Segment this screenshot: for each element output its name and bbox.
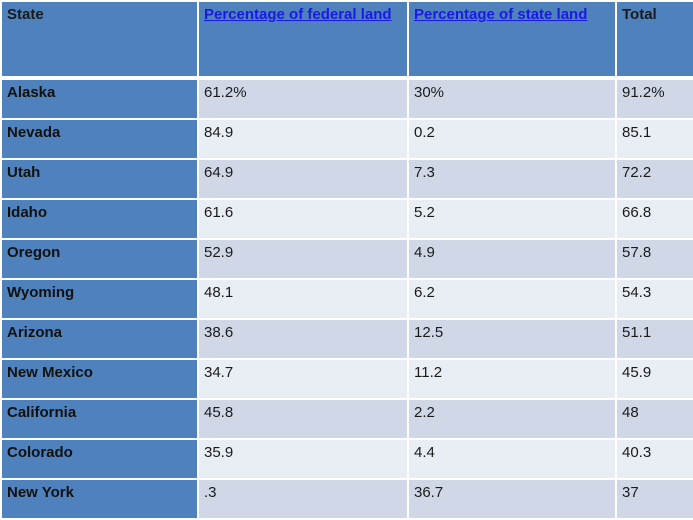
state-land-cell: 6.2 — [407, 278, 617, 320]
header-state: State — [0, 0, 199, 79]
federal-land-link[interactable]: Percentage of federal land — [204, 6, 392, 23]
state-cell: California — [0, 398, 199, 440]
total-cell: 85.1 — [615, 118, 693, 160]
state-cell: Idaho — [0, 198, 199, 240]
state-cell: Alaska — [0, 77, 199, 120]
total-cell: 57.8 — [615, 238, 693, 280]
state-land-cell: 4.4 — [407, 438, 617, 480]
state-cell: Wyoming — [0, 278, 199, 320]
federal-cell: 61.6 — [197, 198, 409, 240]
state-cell: New York — [0, 478, 199, 520]
federal-cell: 52.9 — [197, 238, 409, 280]
table-row: Wyoming 48.1 6.2 54.3 — [0, 278, 693, 320]
table-row: Idaho 61.6 5.2 66.8 — [0, 198, 693, 240]
federal-cell: 48.1 — [197, 278, 409, 320]
header-total: Total — [615, 0, 693, 79]
total-cell: 48 — [615, 398, 693, 440]
total-cell: 72.2 — [615, 158, 693, 200]
total-cell: 66.8 — [615, 198, 693, 240]
state-land-cell: 36.7 — [407, 478, 617, 520]
table-row: Oregon 52.9 4.9 57.8 — [0, 238, 693, 280]
table-row: Colorado 35.9 4.4 40.3 — [0, 438, 693, 480]
header-row: State Percentage of federal land Percent… — [0, 0, 693, 79]
state-land-link[interactable]: Percentage of state land — [414, 6, 588, 23]
total-cell: 91.2% — [615, 77, 693, 120]
state-cell: Colorado — [0, 438, 199, 480]
state-land-cell: 0.2 — [407, 118, 617, 160]
total-cell: 51.1 — [615, 318, 693, 360]
table-row: Alaska 61.2% 30% 91.2% — [0, 77, 693, 120]
header-federal: Percentage of federal land — [197, 0, 409, 79]
state-cell: New Mexico — [0, 358, 199, 400]
total-cell: 40.3 — [615, 438, 693, 480]
table-row: Utah 64.9 7.3 72.2 — [0, 158, 693, 200]
state-land-cell: 7.3 — [407, 158, 617, 200]
total-cell: 54.3 — [615, 278, 693, 320]
state-land-cell: 12.5 — [407, 318, 617, 360]
table-row: Arizona 38.6 12.5 51.1 — [0, 318, 693, 360]
state-cell: Oregon — [0, 238, 199, 280]
state-land-cell: 2.2 — [407, 398, 617, 440]
table-row: New York .3 36.7 37 — [0, 478, 693, 520]
table-row: New Mexico 34.7 11.2 45.9 — [0, 358, 693, 400]
total-cell: 37 — [615, 478, 693, 520]
table-row: California 45.8 2.2 48 — [0, 398, 693, 440]
header-state-land: Percentage of state land — [407, 0, 617, 79]
total-cell: 45.9 — [615, 358, 693, 400]
state-cell: Nevada — [0, 118, 199, 160]
state-land-cell: 11.2 — [407, 358, 617, 400]
federal-cell: 35.9 — [197, 438, 409, 480]
federal-cell: 61.2% — [197, 77, 409, 120]
federal-cell: 38.6 — [197, 318, 409, 360]
table-row: Nevada 84.9 0.2 85.1 — [0, 118, 693, 160]
federal-cell: 84.9 — [197, 118, 409, 160]
state-land-cell: 5.2 — [407, 198, 617, 240]
federal-cell: 64.9 — [197, 158, 409, 200]
state-land-cell: 4.9 — [407, 238, 617, 280]
federal-cell: 45.8 — [197, 398, 409, 440]
federal-cell: .3 — [197, 478, 409, 520]
state-cell: Utah — [0, 158, 199, 200]
state-land-cell: 30% — [407, 77, 617, 120]
state-cell: Arizona — [0, 318, 199, 360]
federal-cell: 34.7 — [197, 358, 409, 400]
